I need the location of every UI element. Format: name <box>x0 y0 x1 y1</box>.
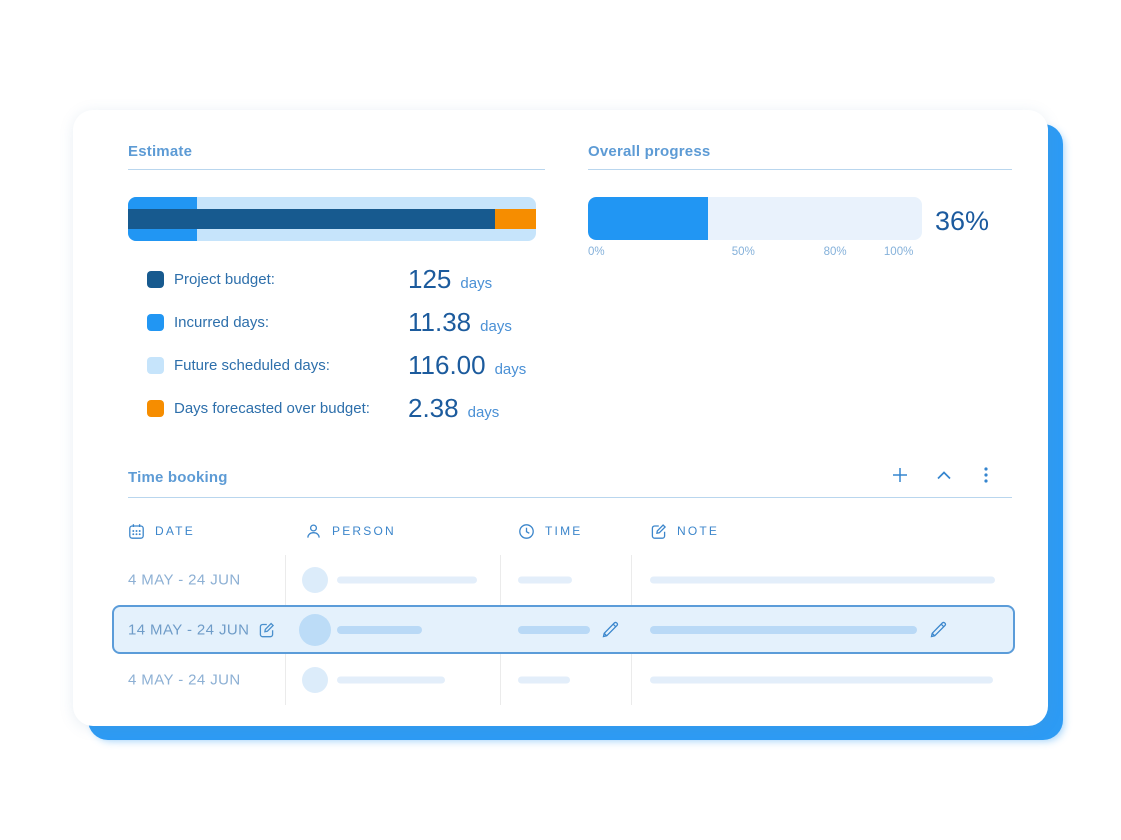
legend-item-over-budget: Days forecasted over budget: 2.38 days <box>147 391 547 425</box>
estimate-divider <box>128 169 545 170</box>
column-label: PERSON <box>332 524 396 538</box>
column-label: DATE <box>155 524 195 538</box>
project-budget-swatch <box>147 270 164 288</box>
section-menu-button[interactable] <box>979 466 993 484</box>
column-header-person[interactable]: PERSON <box>305 521 396 541</box>
time-booking-divider <box>128 497 1012 498</box>
axis-tick-100: 100% <box>883 246 914 258</box>
legend-label: Days forecasted over budget: <box>174 399 370 417</box>
overall-progress-fill <box>588 197 709 240</box>
legend-unit: days <box>467 403 500 421</box>
booking-date-range: 14 MAY - 24 JUN <box>128 622 275 639</box>
person-placeholder <box>337 676 445 684</box>
overall-progress-title: Overall progress <box>588 143 711 160</box>
overall-progress-axis: 0% 50% 80% 100% <box>588 246 922 260</box>
overall-progress-bar <box>588 197 922 240</box>
kebab-menu-icon <box>979 466 993 484</box>
legend-label: Project budget: <box>174 270 275 288</box>
time-booking-title: Time booking <box>128 469 228 486</box>
note-placeholder <box>650 576 995 584</box>
axis-tick-80: 80% <box>823 246 847 258</box>
future-scheduled-swatch <box>147 356 164 374</box>
booking-date-text: 14 MAY - 24 JUN <box>128 621 250 639</box>
person-placeholder <box>337 626 422 634</box>
legend-item-future-scheduled: Future scheduled days: 116.00 days <box>147 348 547 382</box>
column-label: TIME <box>545 524 583 538</box>
legend-unit: days <box>460 274 493 292</box>
time-booking-actions <box>891 466 993 484</box>
chevron-up-icon <box>936 469 952 481</box>
note-placeholder <box>650 676 993 684</box>
note-placeholder <box>650 626 917 634</box>
column-header-note[interactable]: NOTE <box>650 521 719 541</box>
column-header-time[interactable]: TIME <box>518 521 582 541</box>
incurred-days-swatch <box>147 313 164 331</box>
edit-time-pencil-icon[interactable] <box>600 620 620 640</box>
booking-date-range: 4 MAY - 24 JUN <box>128 571 241 589</box>
person-placeholder <box>337 576 477 584</box>
edit-note-pencil-icon[interactable] <box>928 620 948 640</box>
axis-tick-0: 0% <box>588 246 605 258</box>
plus-icon <box>891 466 909 484</box>
estimate-bar-budget-segment <box>128 209 496 229</box>
legend-item-project-budget: Project budget: 125 days <box>147 262 547 296</box>
estimate-bar-stripe <box>128 209 536 229</box>
avatar <box>302 567 328 593</box>
person-icon <box>305 523 322 540</box>
time-placeholder <box>518 676 570 684</box>
note-icon <box>650 523 667 540</box>
calendar-icon <box>128 523 145 540</box>
legend-value: 11.38 <box>408 306 472 337</box>
legend-unit: days <box>480 317 512 335</box>
axis-tick-50: 50% <box>731 246 755 258</box>
legend-item-incurred-days: Incurred days: 11.38 days <box>147 305 547 339</box>
legend-label: Incurred days: <box>174 313 270 331</box>
clock-icon <box>518 523 535 540</box>
time-placeholder <box>518 626 590 634</box>
collapse-section-button[interactable] <box>936 469 952 481</box>
overall-progress-percent: 36% <box>935 206 990 236</box>
column-label: NOTE <box>677 524 720 538</box>
legend-value: 2.38 <box>408 392 459 423</box>
edit-date-icon[interactable] <box>258 622 275 639</box>
legend-label: Future scheduled days: <box>174 356 330 374</box>
table-row[interactable]: 4 MAY - 24 JUN <box>73 655 1048 705</box>
column-header-date[interactable]: DATE <box>128 521 195 541</box>
booking-date-range: 4 MAY - 24 JUN <box>128 671 241 689</box>
legend-value: 116.00 <box>408 349 486 380</box>
estimate-stacked-bar <box>128 197 536 241</box>
estimate-bar-overbudget-segment <box>495 209 536 229</box>
table-row-selected[interactable]: 14 MAY - 24 JUN <box>73 605 1048 655</box>
avatar <box>299 614 331 646</box>
time-placeholder <box>518 576 572 584</box>
avatar <box>302 667 328 693</box>
legend-unit: days <box>494 360 527 378</box>
add-booking-button[interactable] <box>891 466 909 484</box>
legend-value: 125 <box>408 263 452 294</box>
table-row[interactable]: 4 MAY - 24 JUN <box>73 555 1048 605</box>
dashboard-card: Estimate Project budget: 125 days Incurr… <box>73 110 1048 726</box>
over-budget-swatch <box>147 399 164 417</box>
overall-progress-divider <box>588 169 1012 170</box>
estimate-title: Estimate <box>128 143 193 160</box>
